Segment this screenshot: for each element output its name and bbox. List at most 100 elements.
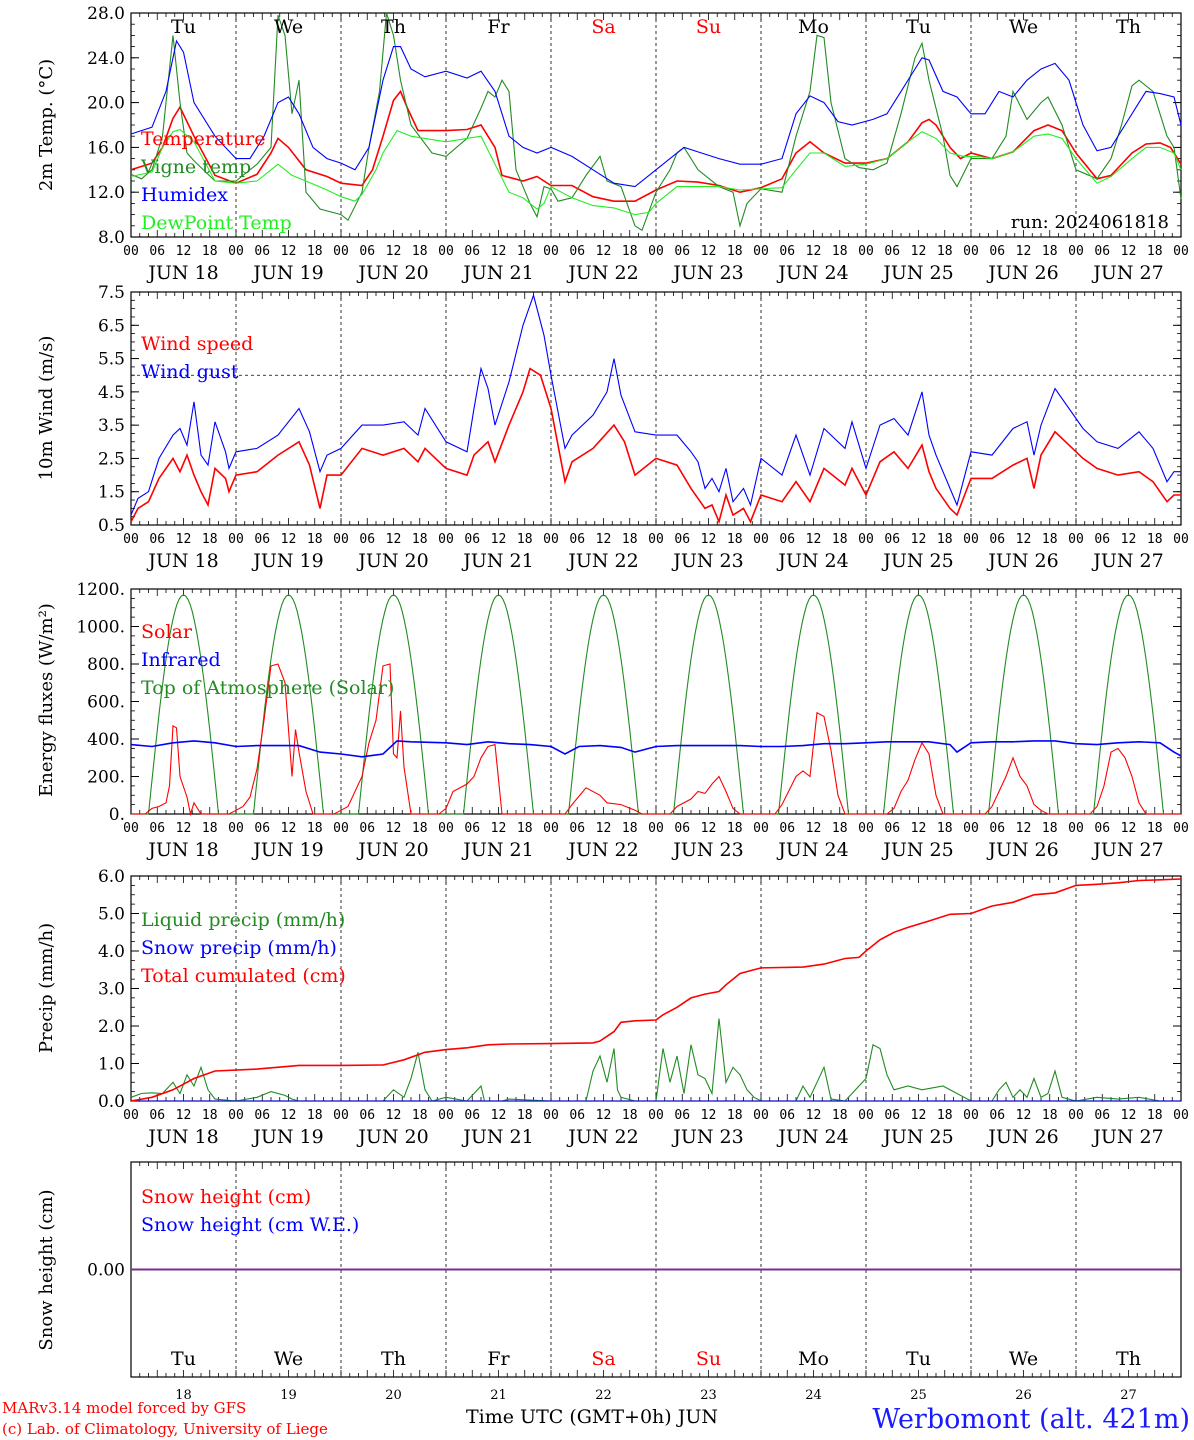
hour-tick-label: 00: [228, 244, 244, 259]
series-vigne-temp: [130, 12, 1182, 232]
hour-tick-label: 18: [622, 532, 638, 547]
date-label: JUN 24: [776, 1126, 848, 1148]
y-axis-label: 10m Wind (m/s): [36, 336, 57, 481]
hour-tick-label: 00: [963, 532, 979, 547]
date-label: JUN 20: [356, 839, 428, 861]
date-label: JUN 27: [1091, 262, 1163, 284]
hour-tick-label: 18: [832, 532, 848, 547]
legend-entry: DewPoint Temp: [141, 212, 292, 234]
hour-tick-label: 06: [149, 1108, 165, 1123]
legend-entry: Total cumulated (cm): [141, 965, 346, 987]
day-number-label: 23: [700, 1388, 717, 1403]
hour-tick-label: 00: [858, 532, 874, 547]
day-abbr-label: Sa: [591, 1348, 615, 1370]
hour-tick-label: 18: [517, 532, 533, 547]
hour-tick-label: 12: [281, 532, 297, 547]
hour-tick-label: 12: [176, 821, 192, 836]
hour-tick-label: 00: [228, 821, 244, 836]
day-abbr-label: We: [1009, 1348, 1038, 1370]
hour-tick-label: 00: [1068, 821, 1084, 836]
legend-entry: Wind speed: [141, 333, 253, 355]
hour-tick-label: 18: [517, 821, 533, 836]
hour-tick-label: 12: [176, 1108, 192, 1123]
hour-tick-label: 12: [911, 244, 927, 259]
date-label: JUN 23: [671, 839, 743, 861]
legend-entry: Snow height (cm W.E.): [141, 1214, 359, 1236]
hour-tick-label: 18: [1147, 532, 1163, 547]
hour-tick-label: 00: [753, 244, 769, 259]
hour-tick-label: 18: [622, 244, 638, 259]
legend-entry: Top of Atmosphere (Solar): [141, 677, 394, 699]
hour-tick-label: 18: [832, 244, 848, 259]
hour-tick-label: 06: [149, 532, 165, 547]
hour-tick-label: 06: [569, 532, 585, 547]
hour-tick-label: 12: [176, 532, 192, 547]
hour-tick-label: 00: [963, 1108, 979, 1123]
date-label: JUN 27: [1091, 550, 1163, 572]
day-abbr-label: Mo: [798, 16, 829, 38]
hour-tick-label: 00: [1173, 532, 1189, 547]
legend-entry: Temperature: [141, 128, 265, 150]
hour-tick-label: 18: [1042, 244, 1058, 259]
day-number-label: 27: [1120, 1388, 1137, 1403]
legend-entry: Snow precip (mm/h): [141, 937, 337, 959]
hour-tick-label: 00: [333, 1108, 349, 1123]
hour-tick-label: 06: [779, 244, 795, 259]
hour-tick-label: 18: [202, 821, 218, 836]
hour-tick-label: 12: [491, 1108, 507, 1123]
hour-tick-label: 06: [359, 244, 375, 259]
hour-tick-label: 06: [464, 532, 480, 547]
station-label: Werbomont (alt. 421m): [872, 1404, 1190, 1435]
y-tick-label: 4.0: [98, 942, 125, 962]
date-label: JUN 25: [881, 550, 953, 572]
hour-tick-label: 18: [202, 1108, 218, 1123]
day-number-label: 26: [1015, 1388, 1032, 1403]
hour-tick-label: 06: [1094, 244, 1110, 259]
date-label: JUN 21: [461, 1126, 533, 1148]
y-axis-label: Precip (mm/h): [36, 923, 57, 1053]
hour-tick-label: 18: [1147, 1108, 1163, 1123]
y-axis-label: Snow height (cm): [36, 1189, 57, 1350]
date-label: JUN 22: [566, 839, 638, 861]
credit-line-1: MARv3.14 model forced by GFS: [2, 1399, 246, 1417]
day-number-label: 18: [175, 1388, 192, 1403]
date-label: JUN 21: [461, 839, 533, 861]
y-tick-label: 0.0: [98, 1092, 125, 1112]
day-number-label: 24: [805, 1388, 822, 1403]
day-abbr-label: We: [274, 1348, 303, 1370]
date-label: JUN 27: [1091, 1126, 1163, 1148]
hour-tick-label: 06: [989, 244, 1005, 259]
hour-tick-label: 00: [753, 821, 769, 836]
hour-tick-label: 00: [438, 244, 454, 259]
hour-tick-label: 00: [438, 1108, 454, 1123]
hour-tick-label: 12: [806, 821, 822, 836]
legend-entry: Solar: [141, 621, 193, 643]
day-abbr-label: Th: [1116, 1348, 1141, 1370]
hour-tick-label: 00: [1068, 532, 1084, 547]
hour-tick-label: 12: [1121, 244, 1137, 259]
date-label: JUN 23: [671, 1126, 743, 1148]
y-tick-label: 200.: [87, 768, 125, 788]
date-label: JUN 20: [356, 262, 428, 284]
hour-tick-label: 06: [1094, 532, 1110, 547]
hour-tick-label: 18: [202, 244, 218, 259]
date-label: JUN 22: [566, 1126, 638, 1148]
hour-tick-label: 18: [1147, 821, 1163, 836]
hour-tick-label: 06: [464, 244, 480, 259]
hour-tick-label: 18: [1042, 532, 1058, 547]
panel-frame: [130, 588, 1182, 815]
day-abbr-label: Su: [696, 16, 721, 38]
hour-tick-label: 00: [543, 532, 559, 547]
date-label: JUN 18: [146, 839, 218, 861]
minor-ticks: [130, 589, 1182, 814]
date-label: JUN 19: [251, 550, 323, 572]
hour-tick-label: 18: [727, 532, 743, 547]
hour-tick-label: 06: [254, 244, 270, 259]
hour-tick-label: 06: [884, 1108, 900, 1123]
hour-tick-label: 06: [569, 244, 585, 259]
date-label: JUN 20: [356, 1126, 428, 1148]
y-tick-label: 1000.: [76, 618, 125, 638]
day-abbr-label: Tu: [906, 16, 931, 38]
y-tick-label: 8.0: [98, 228, 125, 248]
date-label: JUN 24: [776, 550, 848, 572]
